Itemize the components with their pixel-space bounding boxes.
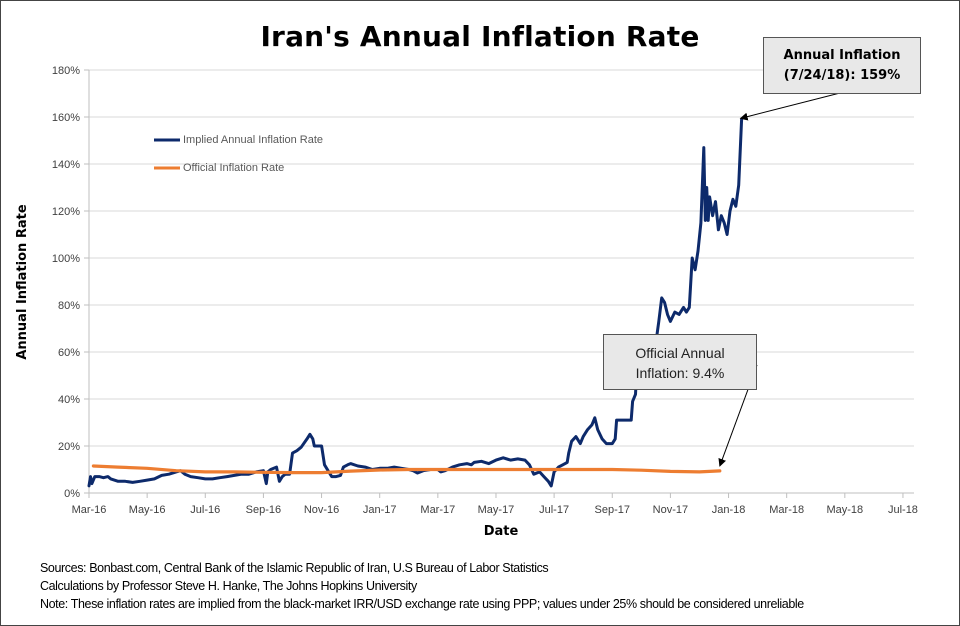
annotation-official-line1: Official Annual [635,345,725,361]
x-tick-label: Sep-16 [246,504,281,516]
annotation-peak-line1: Annual Inflation [783,48,901,63]
gridlines [89,69,914,447]
y-tick-label: 0% [64,488,80,500]
x-tick-label: Nov-16 [304,504,339,516]
footer-sources: Sources: Bonbast.com, Central Bank of th… [40,561,549,575]
series-line-implied [87,117,744,488]
x-tick-label: Mar-18 [769,504,804,516]
annotation-arrow-peak [739,92,841,121]
series-line-official [91,464,722,475]
legend: Implied Annual Inflation Rate Official I… [154,134,323,174]
x-tick-label: May-17 [478,504,515,516]
x-tick-label: Jul-16 [190,504,220,516]
annotation-official-line2: Inflation: 9.4% [635,365,725,381]
y-tick-label: 120% [52,206,80,218]
x-tick-label: May-16 [129,504,166,516]
x-axis-ticks: Mar-16 May-16 Jul-16 Sep-16 Nov-16 Jan-17 Mar-… [72,493,918,516]
y-tick-label: 160% [52,112,80,124]
legend-label-implied: Implied Annual Inflation Rate [183,134,323,146]
x-tick-label: Mar-17 [420,504,455,516]
legend-label-official: Official Inflation Rate [183,162,284,174]
x-tick-label: Jan-18 [712,504,746,516]
x-axis-title: Date [484,524,519,539]
chart-title: Iran's Annual Inflation Rate [260,20,700,53]
y-tick-label: 80% [58,300,80,312]
x-tick-label: Jul-17 [539,504,569,516]
x-tick-label: Nov-17 [653,504,688,516]
footer-calculations: Calculations by Professor Steve H. Hanke… [40,579,417,593]
y-tick-label: 40% [58,394,80,406]
x-tick-label: Sep-17 [595,504,630,516]
x-tick-label: Mar-16 [72,504,107,516]
footer-note: Note: These inflation rates are implied … [40,597,804,611]
x-tick-label: Jul-18 [888,504,918,516]
y-tick-label: 180% [52,65,80,77]
y-tick-label: 60% [58,347,80,359]
series-group [87,117,744,488]
y-axis-ticks: 0% 20% 40% 60% 80% 100% 120% 140% 160% 180% [52,65,89,500]
footer-notes: Sources: Bonbast.com, Central Bank of th… [40,559,804,613]
y-tick-label: 20% [58,441,80,453]
annotation-arrows [718,92,841,467]
annotation-official-callout: Official Annual Inflation: 9.4% [603,334,757,390]
annotation-peak-callout: Annual Inflation (7/24/18): 159% [763,37,921,94]
y-tick-label: 100% [52,253,80,265]
annotation-peak-line2: (7/24/18): 159% [783,68,901,83]
y-axis-title: Annual Inflation Rate [15,204,30,359]
y-tick-label: 140% [52,159,80,171]
x-tick-label: May-18 [826,504,863,516]
x-tick-label: Jan-17 [363,504,397,516]
